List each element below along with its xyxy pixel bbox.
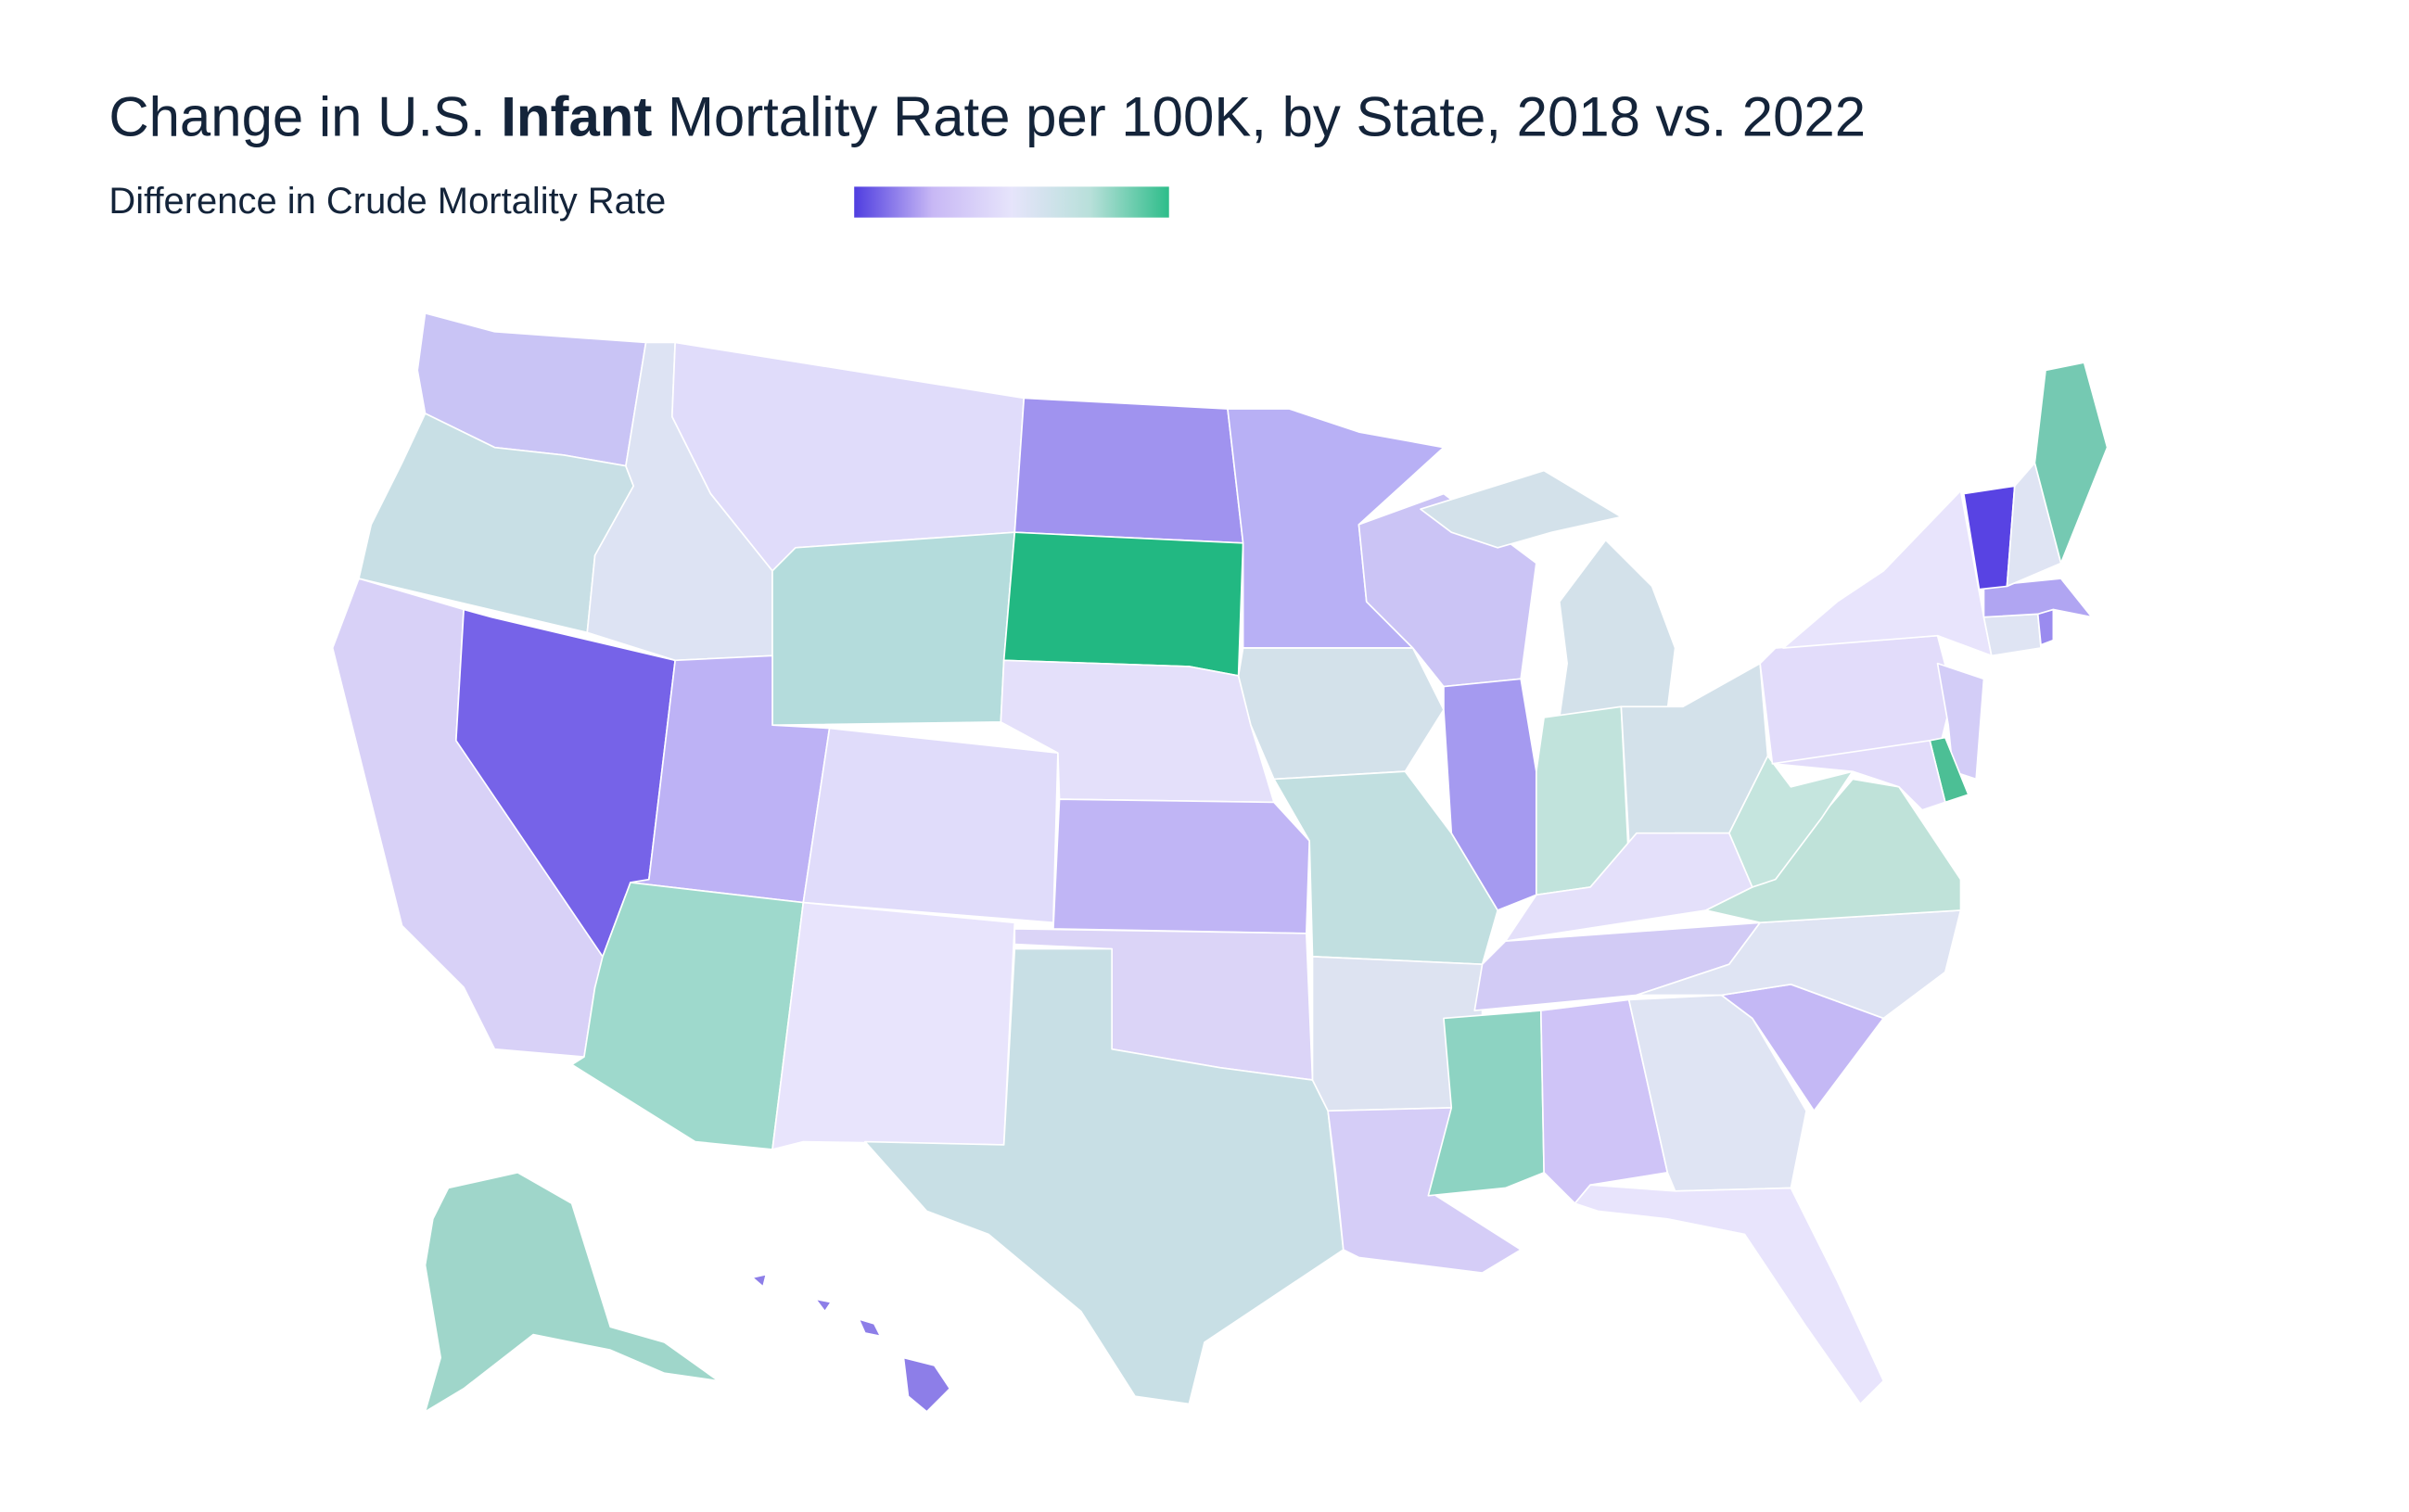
title-part: Change in U.S. [108, 85, 501, 147]
state-region [1002, 531, 1244, 677]
state-region [1771, 740, 1946, 811]
state-region [1013, 397, 1244, 544]
state-region [424, 1172, 720, 1413]
state-region [1982, 613, 2042, 657]
state-region [1273, 770, 1499, 966]
state-region [1443, 678, 1537, 911]
state-region [864, 947, 1345, 1405]
legend-label: Difference in Crude Mortality Rate [108, 181, 666, 222]
state-region [2033, 362, 2109, 565]
states [331, 312, 2109, 1413]
state-region [1420, 469, 1676, 718]
state-region [1936, 662, 1985, 781]
state-region [1237, 647, 1445, 781]
state-region [751, 1273, 951, 1413]
state-region [771, 531, 1016, 727]
legend-gradient [854, 186, 1169, 218]
title-part: Mortality Rate per 100K, by State, 2018 … [652, 85, 1866, 147]
state-region [802, 727, 1059, 924]
chart-title: Change in U.S. Infant Mortality Rate per… [108, 85, 1866, 147]
title-part-bold: Infant [501, 85, 652, 147]
state-region [1782, 489, 1993, 657]
state-region [1574, 1184, 1885, 1405]
state-region [771, 901, 1016, 1150]
state-region [1982, 578, 2093, 618]
state-region [1636, 909, 1962, 1020]
state-region [1052, 798, 1311, 934]
state-region [2036, 608, 2055, 646]
